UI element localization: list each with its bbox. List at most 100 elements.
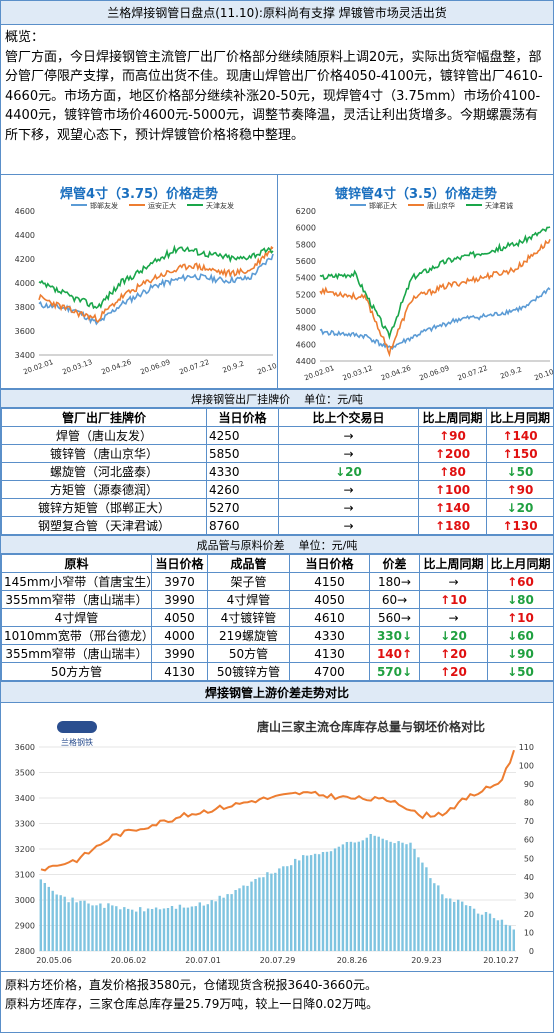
inventory-bar bbox=[178, 904, 182, 951]
inventory-bar bbox=[150, 909, 154, 951]
factory-price-header: 焊接钢管出厂挂牌价 单位：元/吨 bbox=[1, 389, 553, 408]
inventory-bar bbox=[99, 903, 102, 951]
inventory-bar bbox=[39, 879, 42, 951]
left-y-tick-label: 2800 bbox=[15, 947, 35, 956]
x-tick-label: 20.06.09 bbox=[139, 358, 171, 376]
spread-raw: 4寸焊管 bbox=[1, 608, 152, 627]
inventory-chart-title: 唐山三家主流仓库库存总量与钢坯价格对比 bbox=[257, 719, 485, 734]
factory-change-day: → bbox=[278, 444, 419, 463]
y-tick-label: 5400 bbox=[296, 274, 316, 283]
inventory-bar bbox=[305, 855, 309, 951]
spread-diff: 560→ bbox=[369, 608, 420, 627]
inventory-bar bbox=[309, 855, 313, 951]
galvanized-pipe-chart-title: 镀锌管4寸（3.5）价格走势 bbox=[334, 187, 498, 202]
spread-raw-price: 3970 bbox=[151, 572, 208, 591]
factory-price: 4330 bbox=[206, 462, 279, 481]
x-tick-label: 20.07.29 bbox=[260, 956, 296, 965]
factory-price-unit: 单位：元/吨 bbox=[304, 393, 363, 406]
inventory-bar bbox=[313, 853, 317, 951]
inventory-bar bbox=[55, 894, 58, 951]
legend-label: 运安正大 bbox=[148, 201, 176, 210]
x-tick-label: 20.8.26 bbox=[337, 956, 368, 965]
table-row: 焊管（唐山友发） 4250 → ↑90 ↑140 bbox=[1, 426, 554, 445]
spread-change-month: ↓80 bbox=[487, 590, 554, 609]
x-tick-label: 20.10.20 bbox=[533, 364, 554, 382]
x-tick-label: 20.03.12 bbox=[342, 364, 374, 382]
x-tick-label: 20.02.01 bbox=[303, 364, 335, 382]
factory-change-week: ↑200 bbox=[418, 444, 487, 463]
spread-change-month: ↑60 bbox=[487, 572, 554, 591]
spread-unit: 单位：元/吨 bbox=[298, 539, 358, 552]
x-tick-label: 20.9.2 bbox=[499, 366, 523, 381]
spread-change-week: ↑20 bbox=[419, 644, 488, 663]
inventory-bar bbox=[433, 883, 436, 951]
inventory-bar bbox=[218, 895, 221, 951]
series-line bbox=[38, 244, 274, 310]
y-tick-label: 4600 bbox=[296, 340, 316, 349]
inventory-bar bbox=[107, 903, 110, 951]
y-tick-label: 5600 bbox=[296, 257, 316, 266]
inventory-bar bbox=[393, 843, 396, 951]
series-line bbox=[38, 253, 274, 326]
spread-header-6: 比上月同期 bbox=[487, 554, 554, 573]
right-y-tick-label: 90 bbox=[524, 780, 534, 789]
spread-product: 50镀锌方管 bbox=[207, 662, 290, 681]
factory-price: 4260 bbox=[206, 480, 279, 499]
inventory-bar bbox=[468, 906, 472, 951]
factory-price-title: 焊接钢管出厂挂牌价 bbox=[191, 393, 291, 406]
inventory-bar bbox=[389, 841, 392, 951]
inventory-bar bbox=[349, 841, 353, 951]
footer-line-2: 原料方坯库存，三家仓库总库存量25.79万吨，较上一日降0.02万吨。 bbox=[5, 997, 379, 1011]
y-tick-label: 6000 bbox=[296, 224, 316, 233]
inventory-bar bbox=[381, 838, 384, 951]
table-row: 4寸焊管 4050 4寸镀锌管 4610 560→ → ↑10 bbox=[1, 608, 554, 627]
spread-header-3: 当日价格 bbox=[289, 554, 370, 573]
inventory-bar bbox=[504, 924, 508, 951]
factory-change-month: ↓50 bbox=[486, 462, 554, 481]
inventory-bar bbox=[166, 908, 170, 951]
spread-diff: 180→ bbox=[369, 572, 420, 591]
welded-pipe-chart-svg: 邯郸友发 运安正大 天津友发 4600 4400 4200 4000 3800 3600 3400… bbox=[15, 201, 289, 376]
inventory-bar bbox=[417, 857, 420, 951]
spread-change-month: ↓90 bbox=[487, 644, 554, 663]
factory-name: 焊管（唐山友发） bbox=[1, 426, 207, 445]
inventory-bar bbox=[472, 908, 476, 951]
inventory-bar bbox=[59, 895, 62, 951]
x-tick-label: 20.03.13 bbox=[61, 358, 93, 376]
inventory-bar bbox=[290, 865, 293, 951]
factory-change-day: → bbox=[278, 498, 419, 517]
inventory-bar bbox=[131, 909, 134, 951]
spread-header-5: 比上周同期 bbox=[419, 554, 488, 573]
right-y-tick-label: 70 bbox=[524, 817, 534, 826]
table-row: 50方方管 4130 50镀锌方管 4700 570↓ ↑20 ↓50 bbox=[1, 662, 554, 681]
inventory-bar bbox=[480, 914, 484, 951]
inventory-bar bbox=[146, 908, 150, 951]
inventory-bar bbox=[162, 908, 166, 951]
spread-raw: 355mm窄带（唐山瑞丰） bbox=[1, 644, 152, 663]
x-tick-label: 20.04.26 bbox=[100, 358, 133, 376]
galvanized-pipe-chart: 镀锌管4寸（3.5）价格走势 邯郸正大 唐山京华 天津君诚 6200 6000 5800 5… bbox=[277, 175, 554, 389]
inventory-bar bbox=[353, 842, 356, 951]
inventory-bar bbox=[51, 890, 54, 951]
inventory-bar bbox=[321, 852, 325, 951]
factory-price-table: 管厂出厂挂牌价 当日价格 比上个交易日 比上周同期 比上月同期 焊管（唐山友发） 4250… bbox=[1, 408, 554, 535]
left-y-tick-label: 3200 bbox=[15, 845, 35, 854]
spread-raw: 1010mm宽带（邢台德龙） bbox=[1, 626, 152, 645]
page-title: 兰格焊接钢管日盘点(11.10):原料尚有支撑 焊镀管市场灵活出货 bbox=[1, 1, 553, 25]
inventory-bar bbox=[127, 908, 130, 951]
billet-price-line bbox=[40, 749, 515, 872]
y-tick-label: 6200 bbox=[296, 207, 316, 216]
inventory-bar bbox=[238, 888, 241, 951]
inventory-bar bbox=[405, 844, 408, 951]
inventory-bar bbox=[158, 909, 162, 951]
left-y-tick-label: 3400 bbox=[15, 794, 35, 803]
inventory-bar bbox=[496, 920, 500, 951]
factory-header-4: 比上月同期 bbox=[486, 408, 554, 427]
spread-change-week: ↓20 bbox=[419, 626, 488, 645]
inventory-bar bbox=[361, 840, 364, 951]
inventory-bar bbox=[373, 835, 376, 951]
inventory-bar bbox=[441, 894, 444, 951]
table-row: 镀锌方矩管（邯郸正大） 5270 → ↑140 ↓20 bbox=[1, 498, 554, 517]
factory-change-day: ↓20 bbox=[278, 462, 419, 481]
y-tick-label: 5200 bbox=[296, 290, 316, 299]
